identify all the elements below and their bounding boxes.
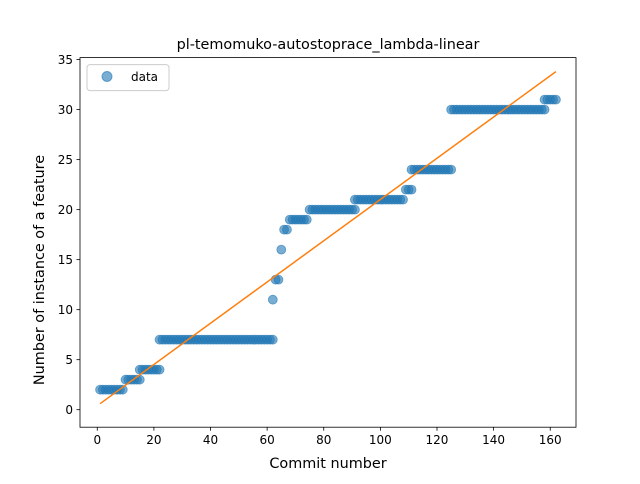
data-point [539,104,550,115]
data-point [398,194,408,205]
y-axis-label: Number of instance of a feature [32,155,48,385]
legend-marker-data [101,71,113,82]
axes-frame [79,57,577,428]
x-tick-label: 160 [539,433,562,447]
x-axis: 0 20 40 60 80 100 120 140 160 [93,427,562,447]
data-point [301,214,312,225]
fit-line [99,70,557,405]
x-tick-label: 120 [426,433,449,447]
y-tick-label: 15 [58,253,73,267]
y-tick-label: 20 [58,203,73,217]
legend: data [86,64,170,92]
x-tick-label: 60 [259,433,274,447]
data-point [267,294,278,305]
x-tick-label: 140 [482,433,505,447]
data-point [154,364,165,375]
x-tick-label: 100 [369,433,392,447]
x-tick-label: 20 [146,433,161,447]
y-tick-label: 10 [58,303,73,317]
data-point [273,274,284,285]
x-axis-label: Commit number [269,456,386,472]
x-tick-label: 0 [93,433,101,447]
y-tick-label: 5 [65,353,73,367]
plot-area [95,70,561,405]
data-point [550,94,561,105]
chart-title: pl-temomuko-autostoprace_lambda-linear [177,37,480,53]
data-point [276,244,287,255]
data-point [282,224,292,235]
data-point [349,204,360,215]
data-point [406,184,417,195]
y-axis: 0 5 10 15 20 25 30 35 [58,53,80,417]
y-tick-label: 30 [58,103,73,117]
y-tick-label: 0 [65,403,73,417]
y-tick-label: 25 [58,153,73,167]
y-tick-label: 35 [58,53,73,67]
data-point [446,164,457,175]
x-tick-label: 80 [316,433,331,447]
x-tick-label: 40 [203,433,218,447]
data-point [267,334,278,345]
legend-label-data: data [131,70,158,84]
